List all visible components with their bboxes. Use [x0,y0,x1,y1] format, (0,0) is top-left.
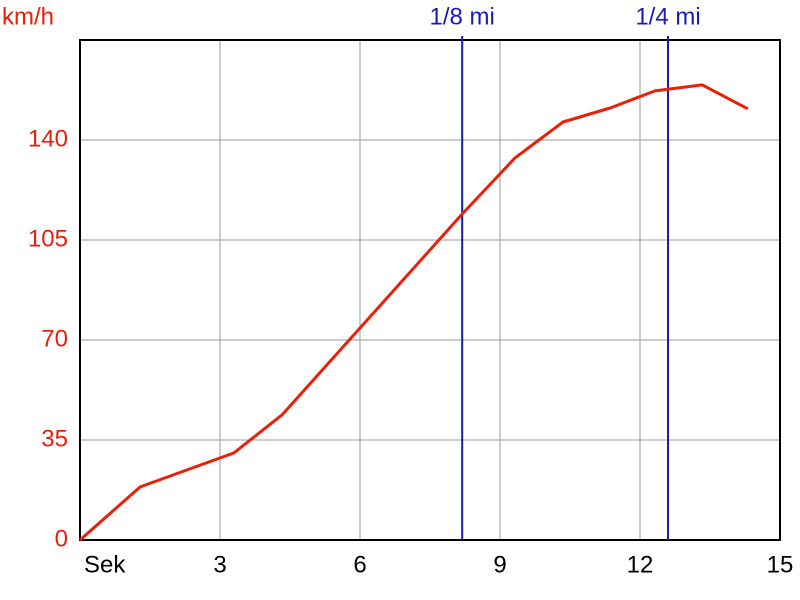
distance-marker-label: 1/4 mi [635,3,700,30]
y-tick-label: 0 [55,525,68,552]
y-tick-label: 105 [28,225,68,252]
x-tick-label: 12 [627,551,654,578]
y-tick-label: 70 [41,325,68,352]
data-line [79,83,749,542]
x-tick-label: 3 [213,551,226,578]
distance-marker-label: 1/8 mi [430,3,495,30]
y-tick-label: 35 [41,425,68,452]
x-tick-label: 6 [353,551,366,578]
x-tick-label: Sek [84,551,126,578]
plot-border [79,39,781,541]
y-tick-label: 140 [28,125,68,152]
x-tick-label: 15 [767,551,794,578]
x-tick-label: 9 [493,551,506,578]
y-axis-label: km/h [2,3,54,30]
